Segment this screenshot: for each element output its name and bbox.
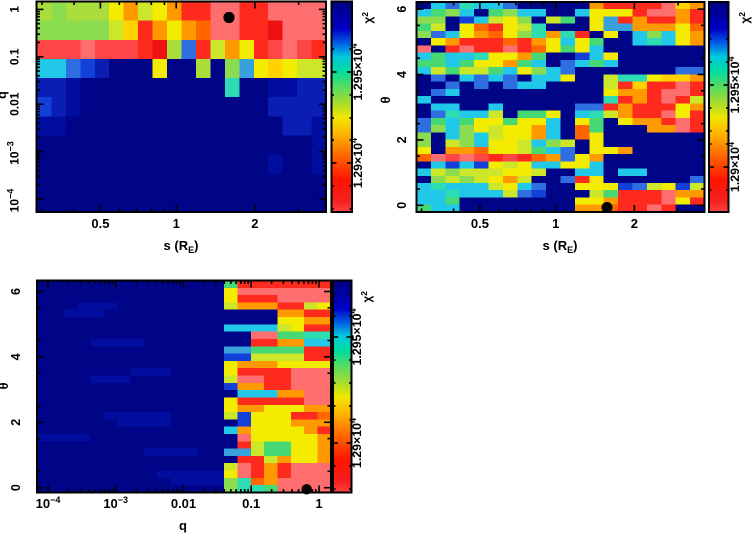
svg-text:1.295×104: 1.295×104	[348, 308, 364, 365]
svg-text:0.01: 0.01	[8, 92, 22, 116]
svg-text:s (RE): s (RE)	[543, 238, 578, 255]
svg-text:0.1: 0.1	[8, 48, 22, 65]
svg-text:q: q	[179, 518, 187, 533]
svg-text:2: 2	[395, 136, 409, 143]
svg-text:1.29×104: 1.29×104	[348, 418, 364, 468]
svg-text:χ2: χ2	[360, 12, 375, 24]
svg-text:0: 0	[395, 202, 409, 209]
svg-text:2: 2	[631, 216, 638, 231]
svg-text:1: 1	[315, 496, 322, 511]
svg-text:0.5: 0.5	[471, 216, 489, 231]
svg-text:s (RE): s (RE)	[164, 238, 199, 255]
svg-text:2: 2	[9, 419, 23, 426]
svg-text:1.295×104: 1.295×104	[349, 43, 365, 100]
svg-text:0: 0	[9, 484, 23, 491]
svg-text:1.295×104: 1.295×104	[726, 56, 742, 113]
svg-text:0.1: 0.1	[242, 496, 260, 511]
svg-text:θ: θ	[378, 96, 393, 103]
svg-text:6: 6	[395, 6, 409, 13]
svg-text:1: 1	[8, 6, 22, 13]
svg-text:1.29×104: 1.29×104	[726, 142, 742, 192]
svg-text:χ2: χ2	[359, 291, 374, 303]
svg-text:1: 1	[173, 216, 180, 231]
svg-text:1.29×104: 1.29×104	[349, 138, 365, 188]
svg-text:0.5: 0.5	[91, 216, 109, 231]
svg-text:4: 4	[9, 353, 23, 360]
svg-text:1: 1	[552, 216, 559, 231]
svg-text:θ: θ	[0, 382, 11, 389]
svg-text:χ2: χ2	[737, 12, 752, 24]
svg-text:q: q	[0, 91, 9, 99]
svg-text:4: 4	[395, 71, 409, 78]
svg-text:0.01: 0.01	[171, 496, 196, 511]
svg-text:6: 6	[9, 288, 23, 295]
svg-text:2: 2	[251, 216, 258, 231]
